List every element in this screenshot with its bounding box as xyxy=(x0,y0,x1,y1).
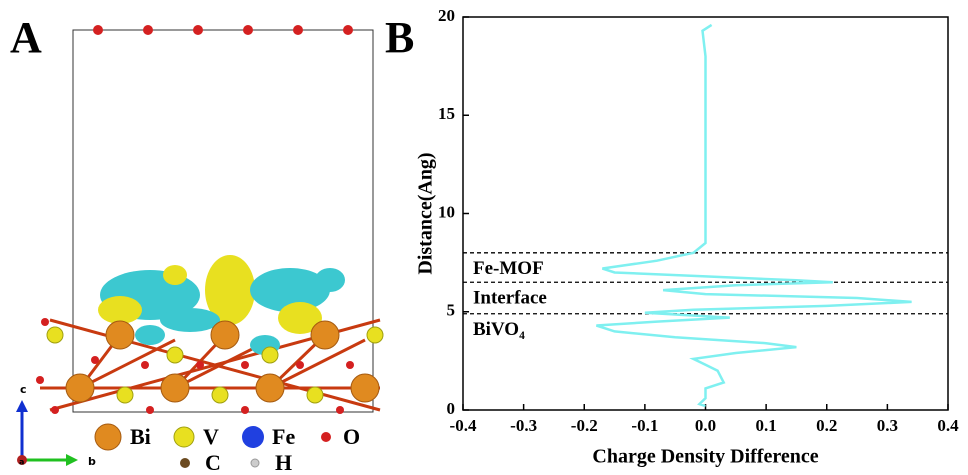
y-tick-label: 20 xyxy=(438,6,455,25)
legend-label: Bi xyxy=(130,424,151,449)
x-tick-label: -0.4 xyxy=(450,416,477,435)
x-tick-label: -0.1 xyxy=(631,416,658,435)
legend-label: H xyxy=(275,450,292,475)
region-label: Interface xyxy=(473,288,547,309)
bi-atoms xyxy=(65,320,380,403)
y-tick-label: 0 xyxy=(447,399,456,418)
data-line xyxy=(596,23,912,408)
element-legend: Bi V Fe O C H xyxy=(94,423,360,475)
x-tick-label: 0.4 xyxy=(937,416,959,435)
axis-label: a xyxy=(19,458,24,467)
x-tick-label: -0.3 xyxy=(510,416,537,435)
region-label: Fe-MOF xyxy=(473,258,544,279)
o-atoms xyxy=(36,318,354,414)
axis-label: c xyxy=(20,383,27,396)
x-tick-label: -0.2 xyxy=(571,416,598,435)
structure-panel: A xyxy=(10,13,384,475)
panel-label: B xyxy=(385,13,414,62)
cell-box xyxy=(72,29,374,413)
x-tick-label: 0.0 xyxy=(695,416,716,435)
axis-indicator: c b a xyxy=(16,383,96,468)
y-tick-label: 5 xyxy=(447,301,456,320)
axis-label: b xyxy=(88,455,96,468)
x-tick-label: 0.2 xyxy=(816,416,837,435)
region-label: BiVO₄ xyxy=(473,319,525,340)
y-tick-label: 10 xyxy=(438,202,455,221)
top-oxygens xyxy=(93,25,353,35)
x-axis-label: Charge Density Difference xyxy=(592,446,818,468)
legend-label: Fe xyxy=(272,424,295,449)
panel-label: A xyxy=(10,13,42,62)
x-tick-label: 0.3 xyxy=(877,416,898,435)
v-atoms xyxy=(46,326,384,404)
y-axis-label: Distance(Ang) xyxy=(415,152,437,274)
y-tick-label: 15 xyxy=(438,104,455,123)
legend-label: O xyxy=(343,424,360,449)
legend-label: V xyxy=(203,424,219,449)
legend-label: C xyxy=(205,450,221,475)
x-tick-label: 0.1 xyxy=(756,416,777,435)
isosurface xyxy=(98,255,345,355)
